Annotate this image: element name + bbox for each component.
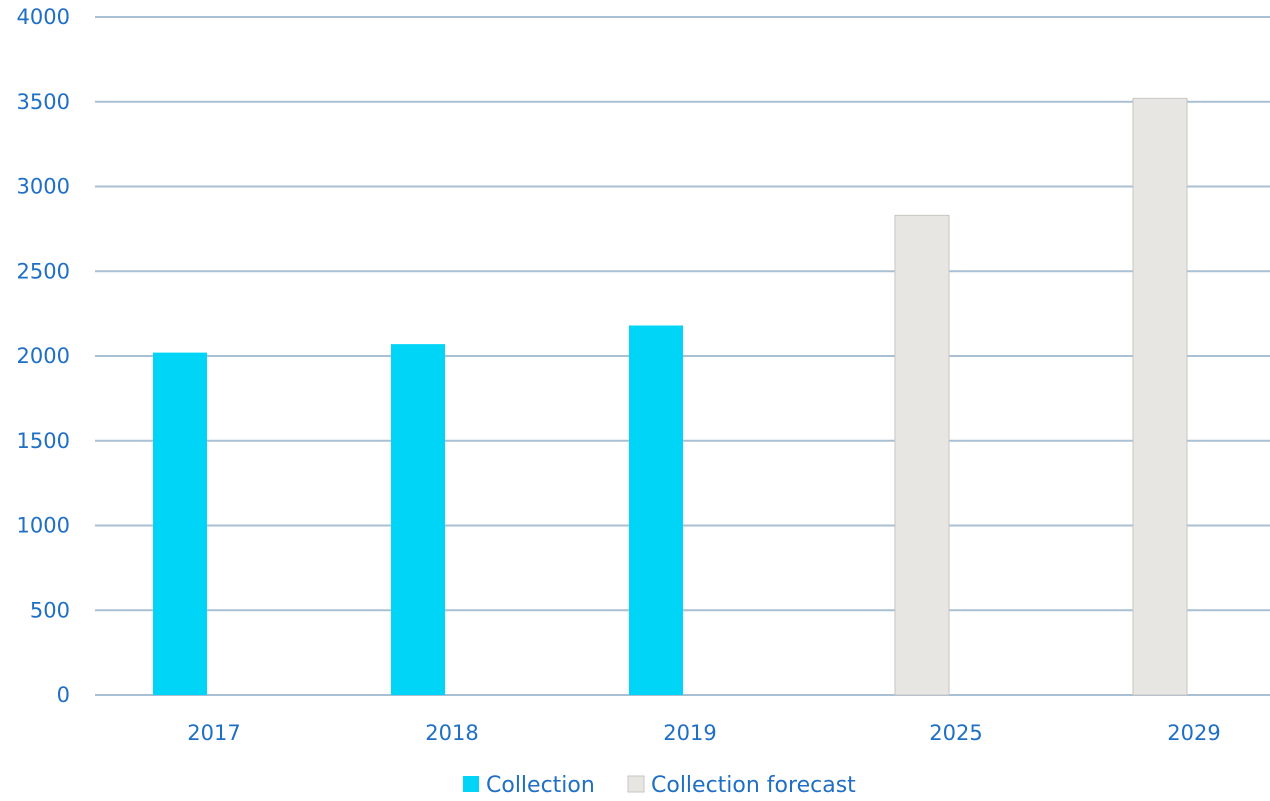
y-tick-label: 2500 (17, 259, 70, 283)
y-tick-label: 0 (57, 683, 70, 707)
y-axis-ticks: 0 500 1000 1500 2000 2500 3000 3500 4000 (17, 5, 70, 707)
legend-label: Collection (486, 773, 595, 797)
y-tick-label: 3500 (17, 90, 70, 114)
bar-collection-2017 (153, 352, 207, 695)
x-tick-label: 2017 (187, 721, 240, 745)
x-tick-label: 2025 (929, 721, 982, 745)
bar-collection-forecast-2029 (1132, 97, 1188, 696)
y-tick-label: 2000 (17, 344, 70, 368)
legend-swatch (463, 776, 479, 792)
x-tick-label: 2019 (663, 721, 716, 745)
bars (153, 97, 1188, 696)
y-tick-label: 3000 (17, 175, 70, 199)
bar-collection-2018 (391, 344, 445, 695)
y-tick-label: 1500 (17, 429, 70, 453)
legend-item-collection-forecast: Collection forecast (627, 773, 856, 798)
y-tick-label: 4000 (17, 5, 70, 29)
bar-collection-2019 (629, 325, 683, 695)
x-tick-label: 2018 (425, 721, 478, 745)
legend-item-collection: Collection (463, 773, 595, 798)
x-tick-label: 2029 (1167, 721, 1220, 745)
y-tick-label: 1000 (17, 514, 70, 538)
legend: Collection Collection forecast (463, 773, 856, 798)
bar-collection-forecast-2025 (894, 214, 950, 696)
y-tick-label: 500 (30, 598, 70, 622)
legend-label: Collection forecast (651, 773, 856, 797)
legend-swatch (627, 775, 645, 793)
x-axis-ticks: 2017 2018 2019 2025 2029 (187, 721, 1220, 745)
